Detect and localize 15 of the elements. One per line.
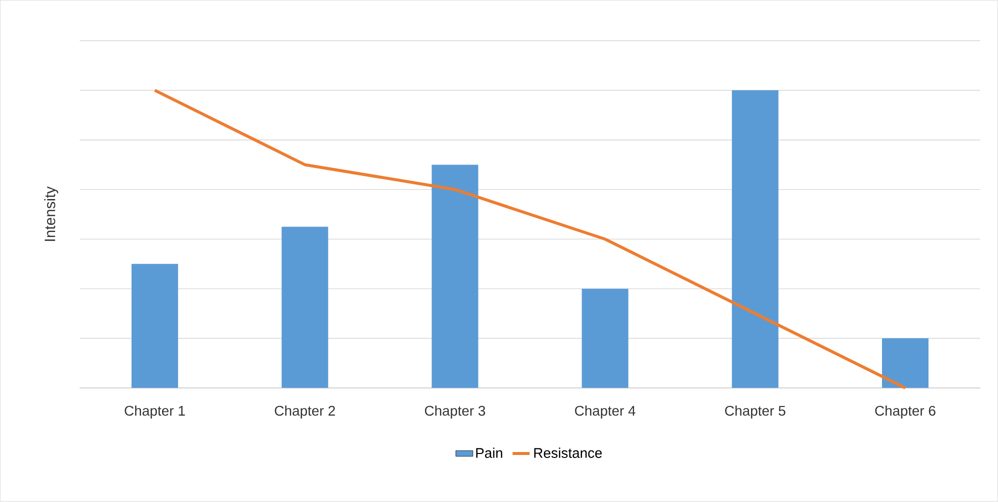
x-tick-label: Chapter 5 xyxy=(725,406,786,419)
bar xyxy=(132,264,178,388)
x-tick-label: Chapter 1 xyxy=(124,406,185,419)
x-tick-label: Chapter 3 xyxy=(424,406,486,419)
legend-label: Pain xyxy=(476,448,502,458)
x-tick-label: Chapter 2 xyxy=(274,406,335,419)
bar xyxy=(582,288,628,388)
legend-label: Resistance xyxy=(534,448,602,458)
bar xyxy=(882,338,929,388)
bar xyxy=(732,90,778,388)
x-tick-label: Chapter 6 xyxy=(875,406,936,419)
x-tick-label: Chapter 4 xyxy=(575,406,636,419)
bar xyxy=(282,226,328,388)
y-axis-title: Intensity xyxy=(44,186,58,242)
bar xyxy=(432,164,478,388)
